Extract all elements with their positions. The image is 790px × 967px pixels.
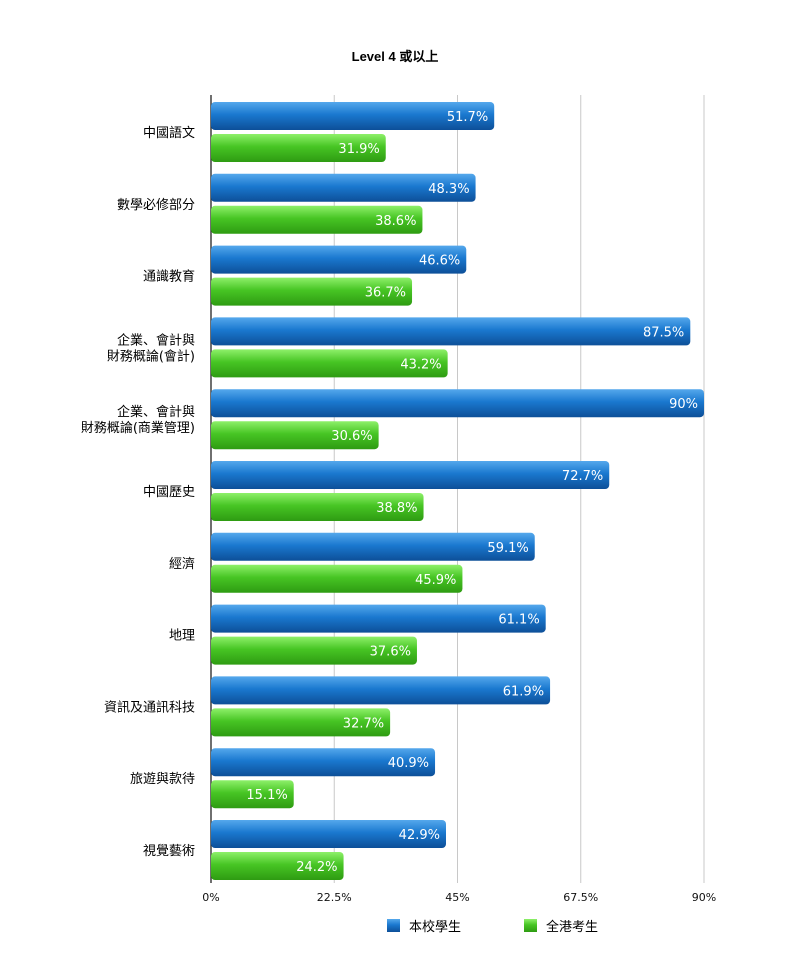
bar	[211, 421, 379, 450]
tick-label: 67.5%	[563, 891, 598, 904]
bar	[211, 636, 417, 665]
legend-swatch	[387, 919, 400, 932]
bar	[211, 349, 448, 378]
bar	[211, 708, 391, 737]
bar	[211, 245, 467, 274]
legend-label: 全港考生	[546, 919, 598, 935]
x-axis-ticks: 0% 22.5% 45% 67.5% 90%	[202, 891, 716, 904]
category-label: 資訊及通訊科技	[104, 700, 195, 715]
category-label: 通識教育	[143, 269, 195, 285]
bar-value-label: 32.7%	[343, 716, 384, 731]
bar	[211, 820, 446, 848]
bar-value-label: 38.8%	[376, 501, 417, 516]
category-label: 經濟	[169, 556, 195, 572]
category-label: 視覺藝術	[143, 844, 195, 859]
bar	[211, 389, 704, 418]
bar	[211, 532, 535, 561]
bar	[211, 493, 424, 521]
bar-value-label: 87.5%	[643, 325, 684, 340]
category-label: 企業、會計與財務概論(商業管理)	[81, 404, 195, 436]
category-label: 中國歷史	[143, 485, 195, 500]
bar-value-label: 48.3%	[428, 182, 469, 197]
bar	[211, 604, 546, 633]
bar	[211, 134, 386, 162]
bar-value-label: 42.9%	[399, 828, 440, 843]
tick-label: 90%	[692, 891, 716, 904]
tick-label: 45%	[445, 891, 469, 904]
category-label: 中國語文	[143, 125, 195, 141]
bar-value-label: 90%	[669, 397, 698, 412]
tick-label: 22.5%	[317, 891, 352, 904]
bar-value-label: 31.9%	[338, 142, 379, 157]
bar	[211, 173, 476, 202]
bar-value-label: 45.9%	[415, 573, 456, 588]
bar-value-label: 40.9%	[388, 756, 429, 771]
bar	[211, 205, 423, 234]
legend-swatch	[524, 919, 537, 932]
bar	[211, 676, 551, 705]
category-label: 地理	[169, 629, 195, 644]
bar-value-label: 38.6%	[375, 214, 416, 229]
bars-group: 51.7% 31.9% 48.3% 38.6% 46.6% 36.7% 87.5% 43.2%…	[211, 102, 704, 880]
legend-label: 本校學生	[409, 919, 461, 935]
bar-value-label: 43.2%	[400, 357, 441, 372]
bar	[211, 102, 495, 130]
bar	[211, 461, 610, 489]
tick-label: 0%	[202, 891, 219, 904]
bar	[211, 564, 463, 593]
bar-value-label: 51.7%	[447, 110, 488, 125]
bar	[211, 852, 344, 880]
chart-title: Level 4 或以上	[352, 49, 439, 64]
bar-value-label: 36.7%	[365, 286, 406, 301]
bar-value-label: 72.7%	[562, 469, 603, 484]
bar-value-label: 15.1%	[246, 788, 287, 803]
category-label: 數學必修部分	[117, 198, 195, 213]
bar	[211, 317, 691, 346]
bar	[211, 277, 413, 306]
bar-value-label: 24.2%	[296, 860, 337, 875]
bar-value-label: 61.9%	[503, 684, 544, 699]
category-label: 旅遊與款待	[130, 772, 195, 787]
bar-value-label: 46.6%	[419, 254, 460, 269]
legend: 本校學生 全港考生	[387, 919, 598, 935]
bar	[211, 780, 294, 809]
bar-value-label: 61.1%	[498, 613, 539, 628]
bar-value-label: 37.6%	[370, 645, 411, 660]
bar-value-label: 30.6%	[331, 429, 372, 444]
bar	[211, 748, 436, 777]
category-label: 企業、會計與財務概論(會計)	[107, 332, 195, 364]
bar-value-label: 59.1%	[487, 541, 528, 556]
